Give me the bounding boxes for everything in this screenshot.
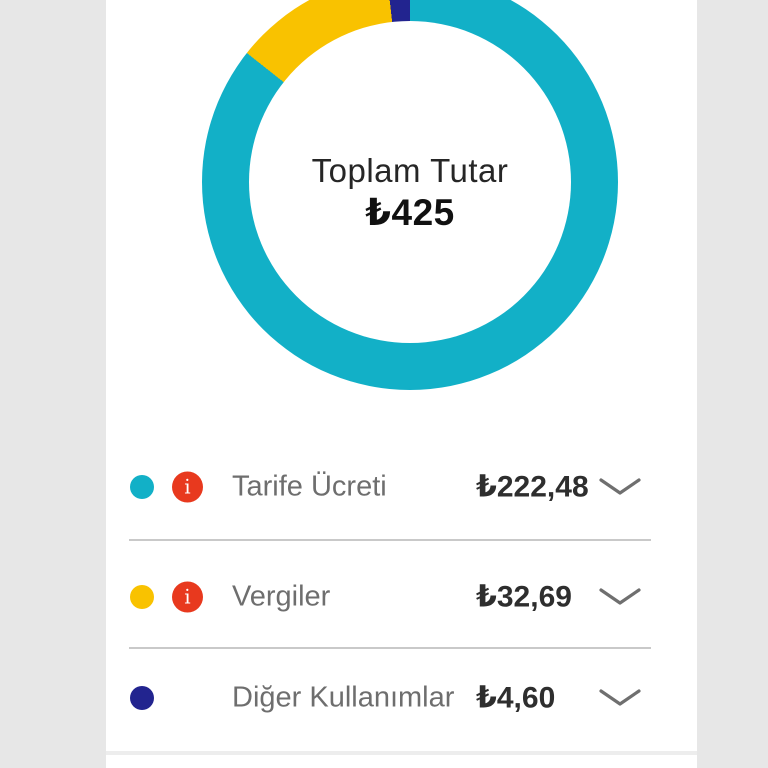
donut-center-text: Toplam Tutar ₺425 <box>202 152 618 233</box>
legend-dot-diger <box>130 686 154 710</box>
row-label: Tarife Ücreti <box>232 470 387 503</box>
row-label: Diğer Kullanımlar <box>232 681 455 714</box>
chevron-down-icon[interactable] <box>598 587 642 607</box>
legend-dot-tarife <box>130 475 154 499</box>
donut-chart <box>202 0 618 390</box>
breakdown-row-vergiler[interactable]: i Vergiler ₺32,69 <box>106 566 697 628</box>
row-amount: ₺222,48 <box>476 470 589 504</box>
row-amount: ₺4,60 <box>476 681 556 715</box>
row-separator <box>129 647 651 649</box>
row-label: Vergiler <box>232 580 331 613</box>
info-icon[interactable]: i <box>172 581 203 613</box>
bill-summary-card: Toplam Tutar ₺425 i Tarife Ücreti ₺222,4… <box>106 0 697 752</box>
next-card-top <box>106 755 697 768</box>
row-amount: ₺32,69 <box>476 580 572 614</box>
card-divider <box>106 751 697 755</box>
breakdown-row-tarife-ucreti[interactable]: i Tarife Ücreti ₺222,48 <box>106 456 697 518</box>
breakdown-row-diger-kullanimlar[interactable]: Diğer Kullanımlar ₺4,60 <box>106 667 697 729</box>
donut-hole <box>249 21 571 343</box>
legend-dot-vergiler <box>130 585 154 609</box>
chevron-down-icon[interactable] <box>598 477 642 497</box>
total-amount-value: ₺425 <box>365 192 455 233</box>
row-separator <box>129 539 651 541</box>
total-amount-label: Toplam Tutar <box>311 152 509 189</box>
chevron-down-icon[interactable] <box>598 688 642 708</box>
info-icon[interactable]: i <box>172 471 203 503</box>
